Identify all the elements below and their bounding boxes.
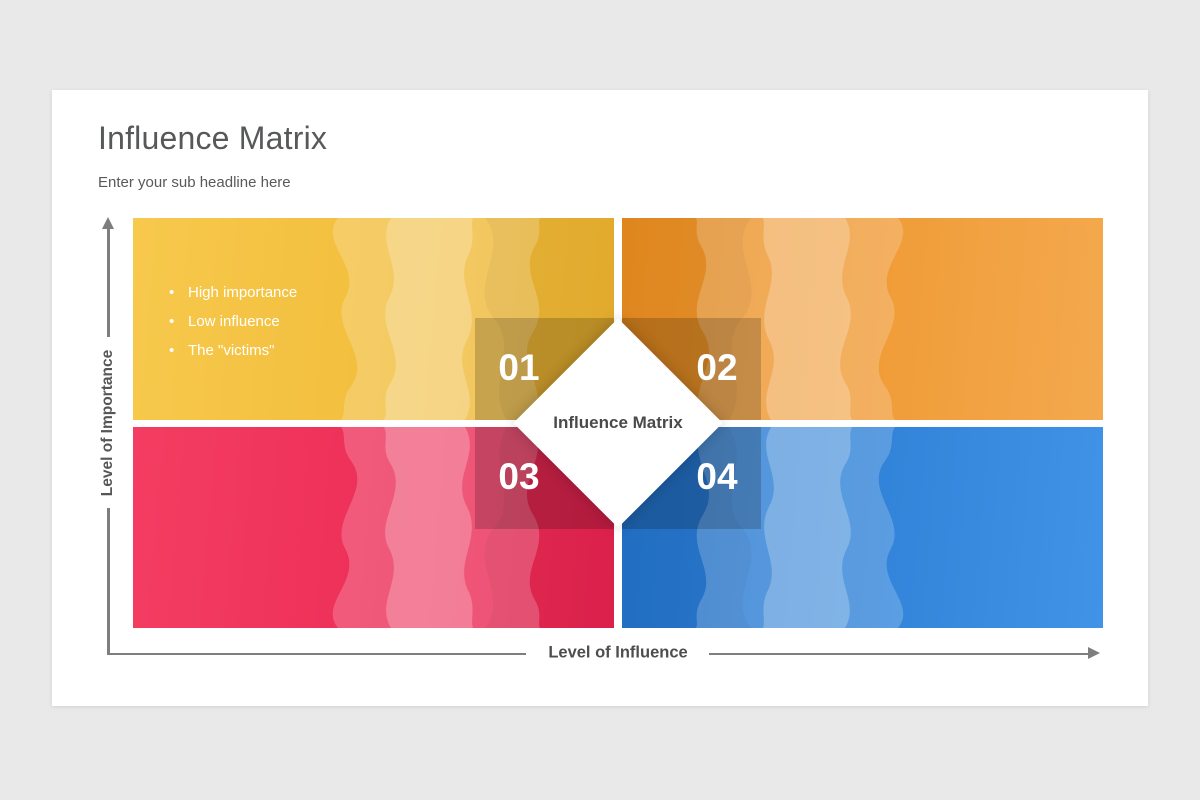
quadrant-number: 01	[498, 347, 540, 389]
page-title: Influence Matrix	[98, 120, 328, 156]
x-axis-arrow-icon	[1088, 647, 1100, 659]
x-axis-label: Level of Influence	[548, 643, 688, 662]
bullet-item: High importance	[167, 278, 297, 307]
y-axis-line	[107, 229, 110, 337]
page-subtitle: Enter your sub headline here	[98, 174, 291, 191]
y-axis-label: Level of Importance	[99, 349, 116, 497]
quadrant-01-bullets: High importance Low influence The "victi…	[167, 278, 297, 365]
center-diamond: Influence Matrix	[513, 318, 723, 528]
center-diamond-label: Influence Matrix	[553, 413, 683, 432]
slide-card: Influence Matrix Enter your sub headline…	[52, 90, 1148, 706]
wave-pattern	[332, 427, 614, 628]
influence-matrix: High importance Low influence The "victi…	[133, 218, 1103, 628]
center-diamond-inner: Influence Matrix	[544, 349, 692, 497]
quadrant-03: Low importance Low influence The "bystan…	[133, 427, 614, 628]
bullet-item: Low influence	[167, 307, 297, 336]
quadrant-number: 04	[696, 456, 738, 498]
quadrant-number: 03	[498, 456, 540, 498]
x-axis-line	[107, 652, 526, 655]
bullet-item: The "victims"	[167, 336, 297, 365]
y-axis-arrow-icon	[102, 217, 114, 229]
y-axis-line	[107, 508, 110, 655]
quadrant-number: 02	[696, 347, 738, 389]
x-axis-line	[709, 652, 1088, 655]
